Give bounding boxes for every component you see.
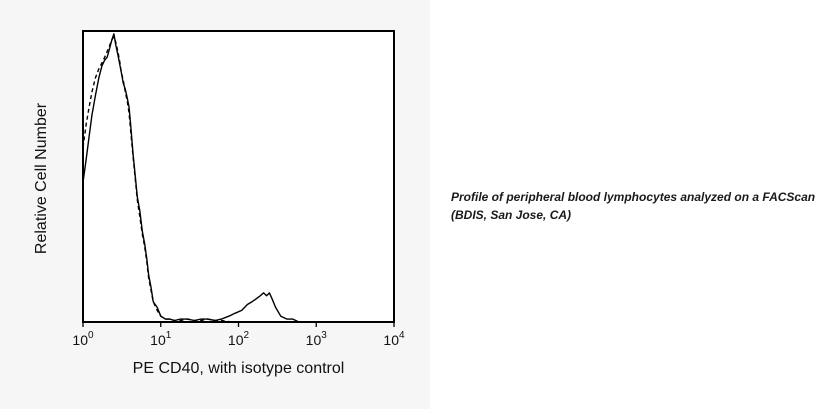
x-tick-label-0: 100: [72, 330, 94, 348]
plot-frame: [82, 30, 395, 323]
x-tick-label-3: 103: [306, 330, 328, 348]
y-axis-label: Relative Cell Number: [33, 102, 50, 254]
figure-caption: Profile of peripheral blood lymphocytes …: [451, 190, 816, 222]
x-tick-label-1: 101: [150, 330, 172, 348]
x-axis-label: PE CD40, with isotype control: [133, 360, 345, 377]
x-tick-label-2: 102: [228, 330, 250, 348]
x-tick-label-4: 104: [383, 330, 405, 348]
series-line-2: [82, 36, 239, 323]
series-line-1: [82, 33, 300, 323]
